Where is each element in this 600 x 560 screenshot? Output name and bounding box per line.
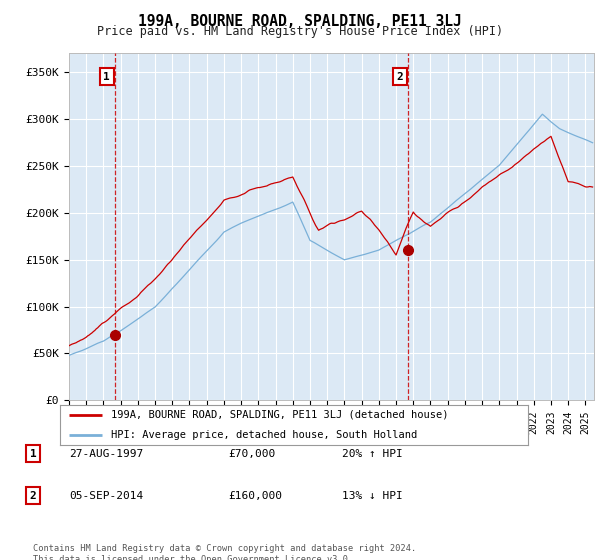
Text: £160,000: £160,000 xyxy=(228,491,282,501)
Text: 2: 2 xyxy=(397,72,403,82)
Text: 20% ↑ HPI: 20% ↑ HPI xyxy=(342,449,403,459)
Text: Price paid vs. HM Land Registry's House Price Index (HPI): Price paid vs. HM Land Registry's House … xyxy=(97,25,503,38)
Text: 199A, BOURNE ROAD, SPALDING, PE11 3LJ (detached house): 199A, BOURNE ROAD, SPALDING, PE11 3LJ (d… xyxy=(112,410,449,420)
Text: 13% ↓ HPI: 13% ↓ HPI xyxy=(342,491,403,501)
Text: Contains HM Land Registry data © Crown copyright and database right 2024.
This d: Contains HM Land Registry data © Crown c… xyxy=(33,544,416,560)
Text: £70,000: £70,000 xyxy=(228,449,275,459)
Text: HPI: Average price, detached house, South Holland: HPI: Average price, detached house, Sout… xyxy=(112,430,418,440)
Text: 2: 2 xyxy=(29,491,37,501)
Text: 199A, BOURNE ROAD, SPALDING, PE11 3LJ: 199A, BOURNE ROAD, SPALDING, PE11 3LJ xyxy=(138,14,462,29)
Text: 1: 1 xyxy=(103,72,110,82)
Text: 27-AUG-1997: 27-AUG-1997 xyxy=(69,449,143,459)
Text: 1: 1 xyxy=(29,449,37,459)
Text: 05-SEP-2014: 05-SEP-2014 xyxy=(69,491,143,501)
